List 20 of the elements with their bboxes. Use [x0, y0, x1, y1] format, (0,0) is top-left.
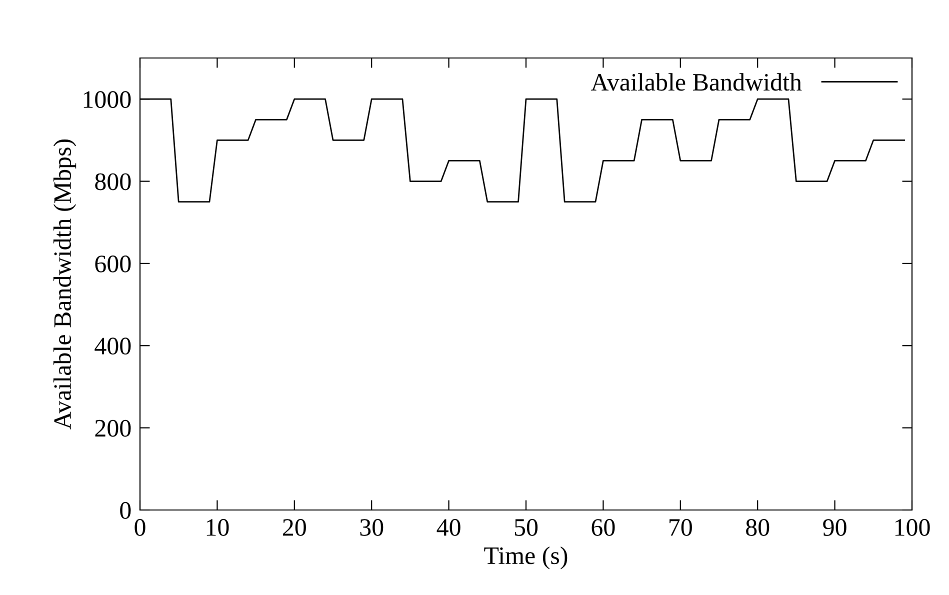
- x-tick-label: 20: [283, 519, 306, 536]
- x-axis-title: Time (s): [484, 546, 568, 570]
- x-tick-label: 90: [823, 519, 846, 536]
- y-tick-label: 600: [95, 256, 131, 272]
- x-tick-label: 30: [360, 519, 384, 536]
- y-tick-label: 200: [95, 420, 131, 437]
- x-tick-label: 0: [134, 519, 146, 536]
- y-tick-label: 0: [120, 502, 131, 519]
- x-tick-label: 50: [514, 519, 538, 536]
- legend-label: Available Bandwidth: [590, 73, 802, 91]
- y-tick-label: 800: [95, 173, 131, 190]
- x-tick-label: 100: [895, 519, 930, 536]
- x-tick-label: 80: [746, 519, 770, 536]
- y-axis-title: Available Bandwidth (Mbps): [53, 140, 76, 430]
- y-tick-label: 400: [94, 338, 131, 355]
- y-tick-label: 1000: [84, 91, 131, 108]
- x-tick-label: 70: [670, 519, 692, 536]
- x-tick-label: 60: [592, 519, 615, 536]
- x-tick-label: 10: [206, 519, 229, 536]
- x-tick-label: 40: [436, 519, 460, 536]
